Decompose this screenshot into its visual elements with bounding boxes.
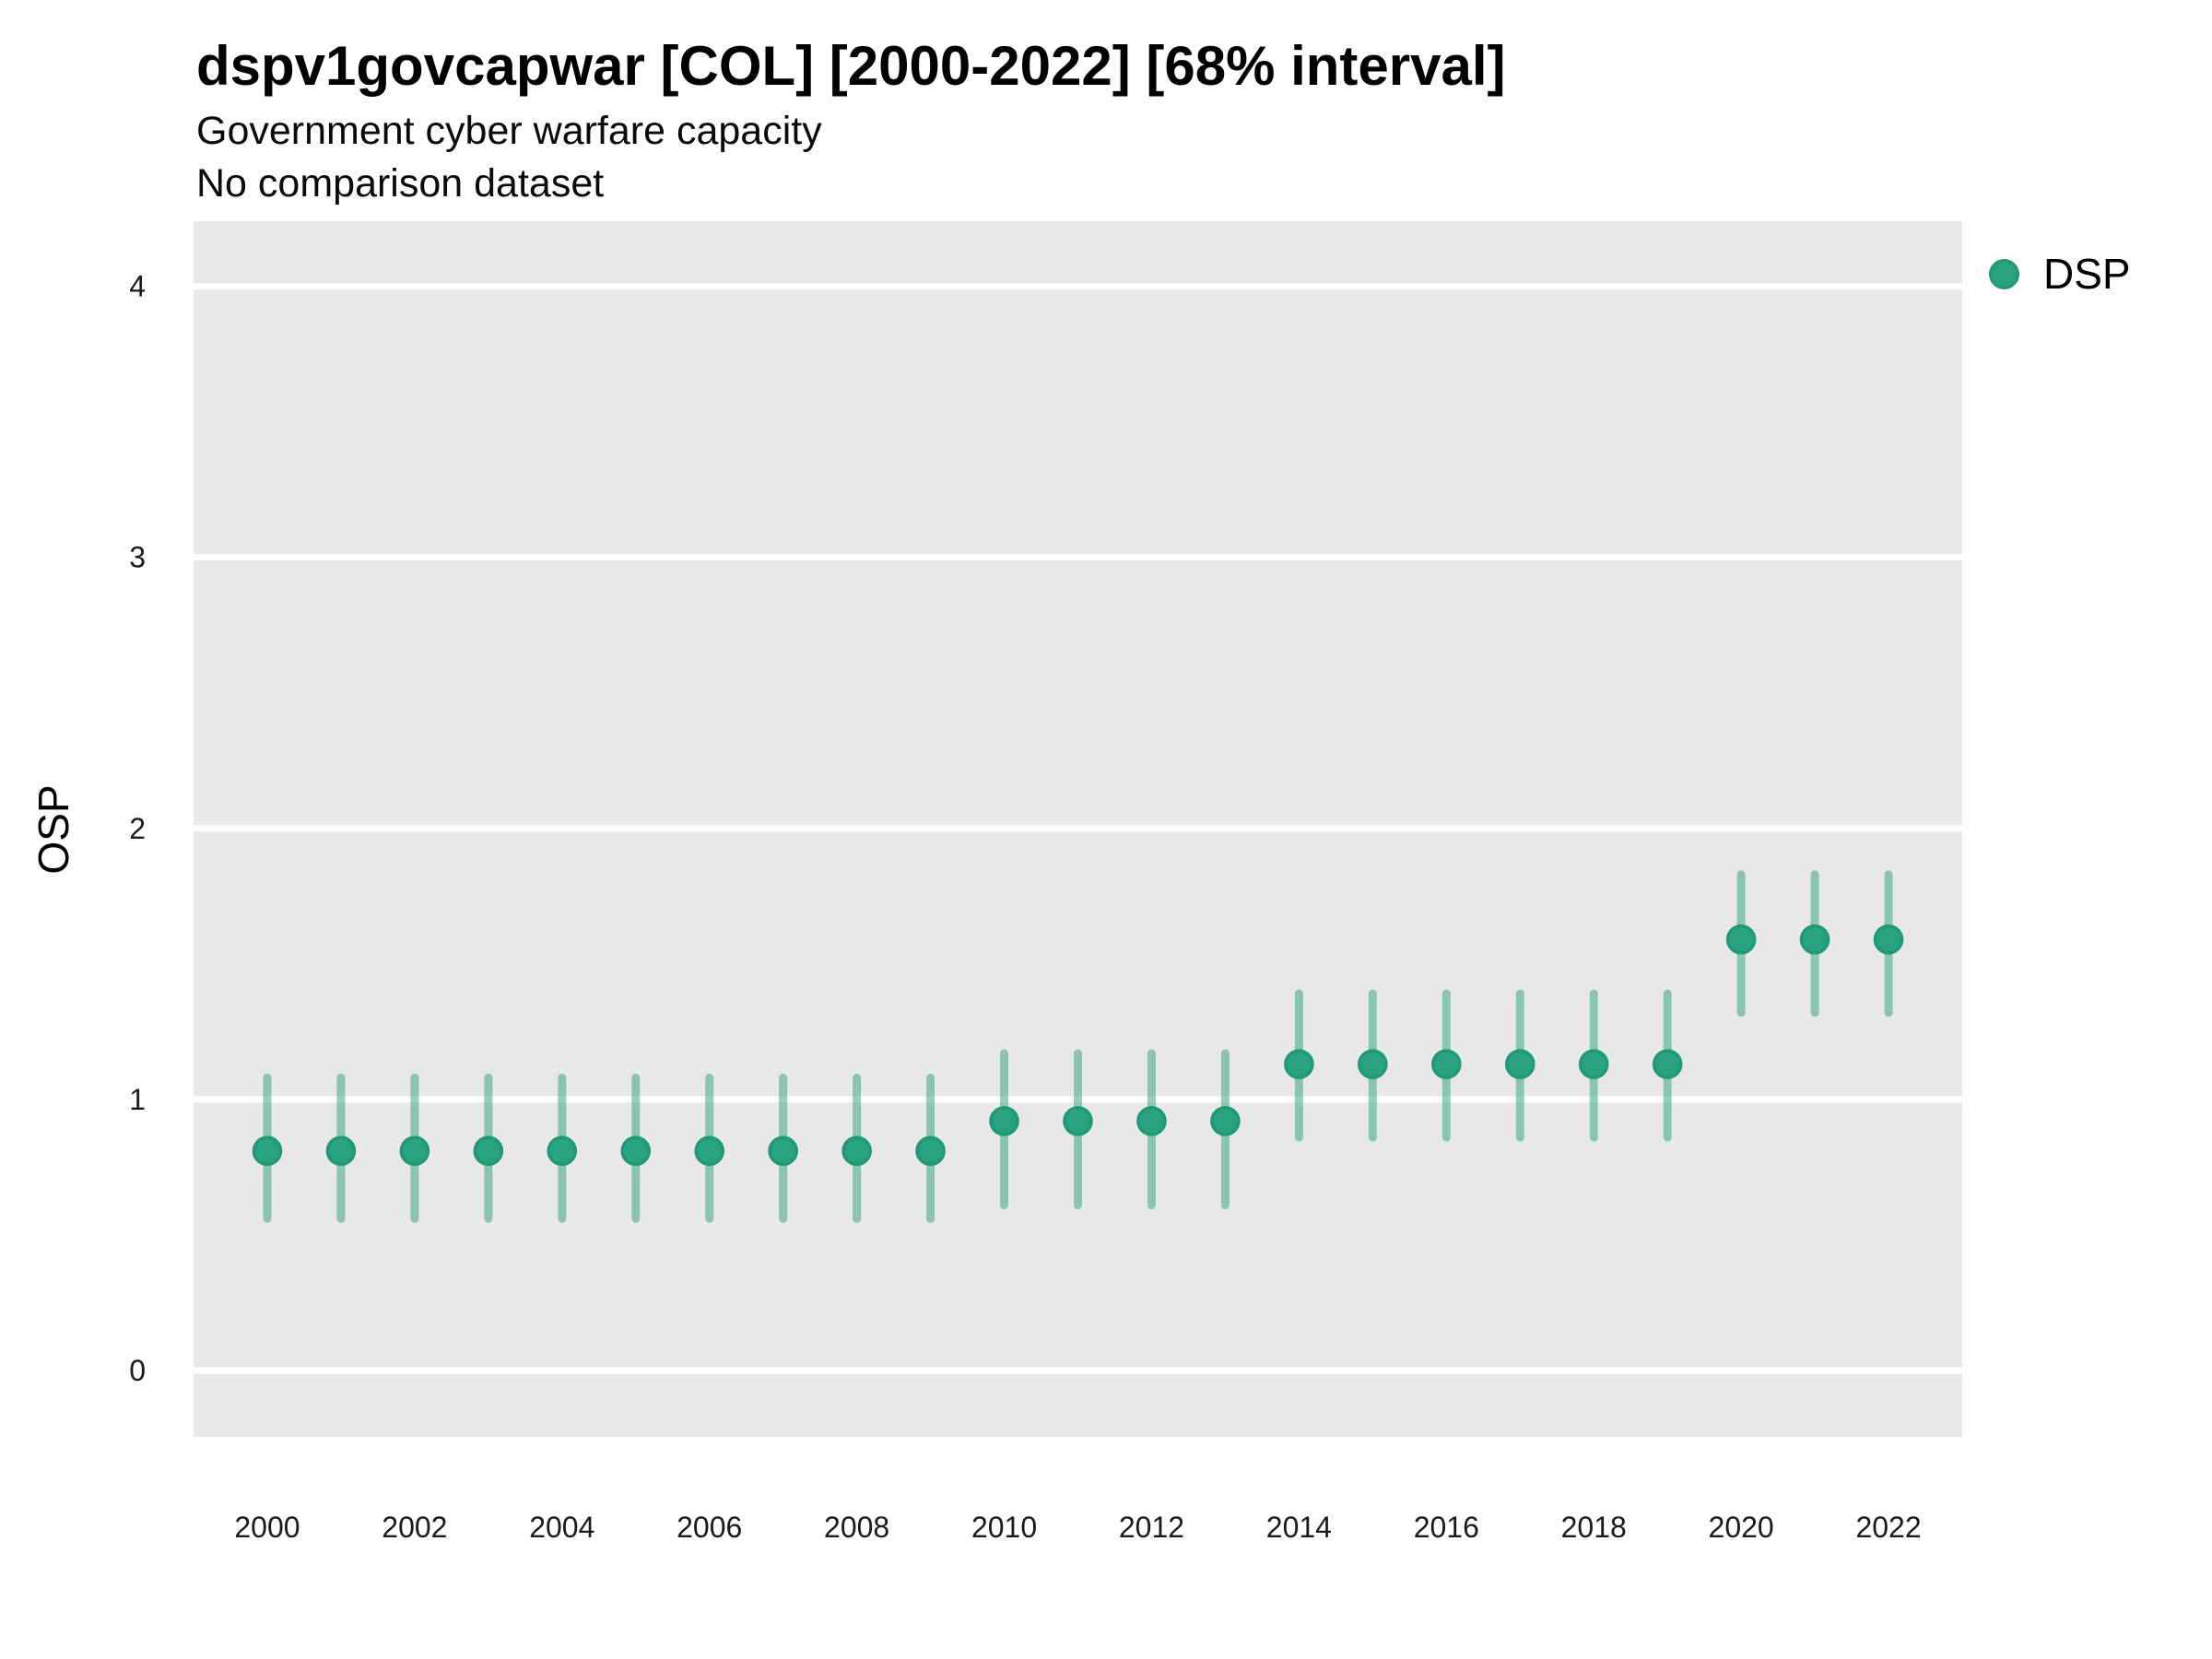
legend-marker-circle-icon (1989, 259, 2019, 290)
data-point (1799, 924, 1830, 955)
data-point (694, 1135, 725, 1167)
data-point (620, 1135, 652, 1167)
x-tick-label: 2012 (1119, 1511, 1184, 1544)
data-point (1578, 1049, 1609, 1079)
chart-subtitle: Government cyber warfare capacity (196, 109, 822, 153)
data-point (1873, 924, 1904, 955)
y-tick-label: 0 (129, 1354, 146, 1387)
x-tick-label: 2006 (677, 1511, 742, 1544)
data-point (1652, 1049, 1683, 1079)
data-point (1430, 1049, 1462, 1079)
legend-label-dsp: DSP (2043, 250, 2131, 298)
data-point (1284, 1049, 1314, 1079)
y-axis-label: OSP (29, 784, 77, 875)
data-point (1725, 924, 1757, 955)
legend: DSP (1989, 249, 2131, 300)
data-point (1136, 1106, 1167, 1136)
chart-title: dspv1govcapwar [COL] [2000-2022] [68% in… (196, 35, 1506, 97)
data-point (915, 1135, 946, 1167)
y-tick-label: 1 (129, 1083, 146, 1116)
data-point (841, 1135, 872, 1167)
x-tick-label: 2004 (529, 1511, 594, 1544)
y-tick-label: 2 (129, 812, 146, 845)
x-tick-label: 2010 (971, 1511, 1037, 1544)
x-tick-label: 2002 (382, 1511, 447, 1544)
chart-note: No comparison dataset (196, 161, 605, 206)
data-point (325, 1135, 357, 1167)
data-point (768, 1135, 798, 1167)
data-point (473, 1135, 504, 1167)
x-tick-label: 2014 (1266, 1511, 1332, 1544)
y-tick-label: 3 (129, 541, 146, 574)
x-tick-label: 2016 (1414, 1511, 1479, 1544)
y-tick-label: 4 (129, 270, 146, 303)
x-tick-label: 2020 (1709, 1511, 1774, 1544)
data-point (1210, 1106, 1241, 1136)
data-point (252, 1135, 283, 1167)
data-point (1063, 1106, 1093, 1136)
data-point (399, 1135, 430, 1167)
data-point (1504, 1049, 1535, 1079)
x-tick-label: 2000 (234, 1511, 300, 1544)
data-point (989, 1106, 1019, 1136)
data-point (547, 1135, 578, 1167)
x-tick-label: 2018 (1561, 1511, 1627, 1544)
data-point (1358, 1049, 1388, 1079)
x-tick-label: 2022 (1855, 1511, 1921, 1544)
x-tick-label: 2008 (824, 1511, 889, 1544)
